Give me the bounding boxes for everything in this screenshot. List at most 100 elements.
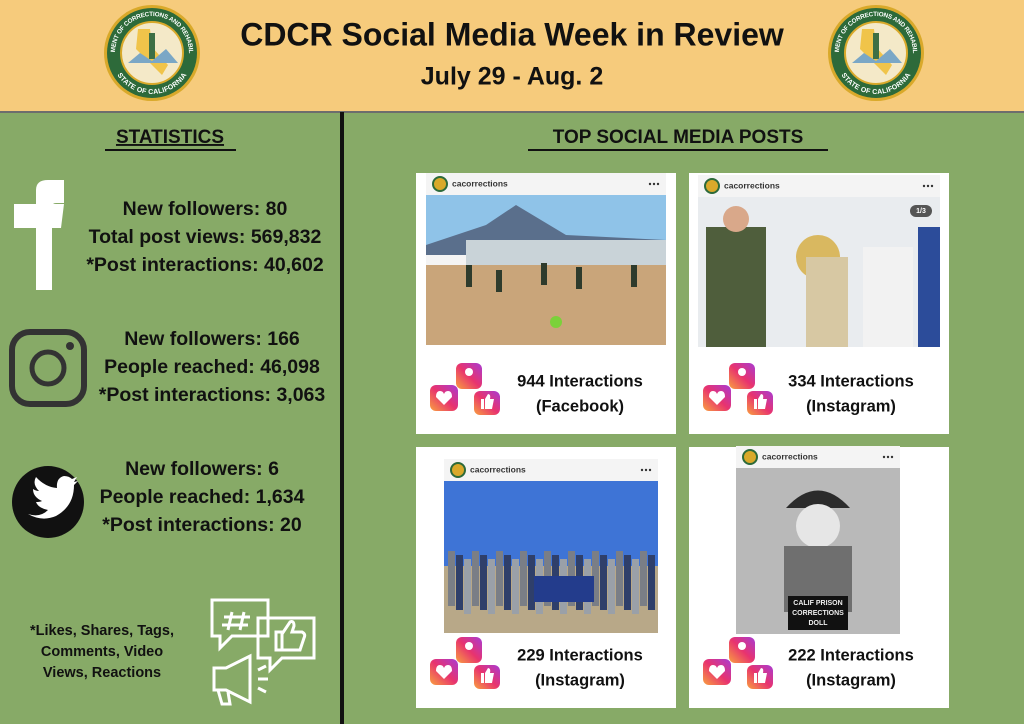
stat-line: *Post interactions: 40,602 [86, 254, 323, 276]
stat-line: People reached: 46,098 [104, 356, 320, 378]
reaction-glyph [436, 391, 452, 405]
photo-head [723, 206, 749, 232]
photo-person [592, 551, 599, 606]
photo-person [608, 559, 615, 614]
stat-line: *Post interactions: 20 [102, 514, 302, 536]
posts-heading: TOP SOCIAL MEDIA POSTS [553, 127, 804, 148]
reaction-glyph [436, 665, 452, 679]
avatar [432, 176, 448, 192]
photo-person [616, 551, 623, 606]
menu-dot [640, 468, 644, 472]
seal-torch [149, 33, 155, 59]
reaction-glyph [481, 668, 494, 683]
reaction-glyph [709, 665, 725, 679]
photo-person [448, 551, 455, 606]
menu-dot [656, 182, 660, 186]
seal-torch [873, 33, 879, 59]
photo-person [504, 555, 511, 610]
sign-text: DOLL [808, 620, 828, 627]
menu-dot [652, 182, 656, 186]
sign-text: CORRECTIONS [792, 610, 844, 617]
post-card: cacorrections CALIF PRISON CORRECTIONS DOLL… [689, 446, 949, 708]
menu-dot [648, 468, 652, 472]
account-name: cacorrections [762, 451, 818, 461]
sign-text: CALIF PRISON [793, 600, 842, 607]
photo-person [576, 267, 582, 289]
reaction-glyph [754, 394, 767, 409]
platform: (Instagram) [806, 671, 896, 689]
menu-dot [644, 468, 648, 472]
photo-person [632, 559, 639, 614]
menu-dot [886, 455, 890, 459]
photo-person [496, 551, 503, 606]
reaction-glyph [465, 642, 473, 650]
title: CDCR Social Media Week in Review [240, 16, 784, 52]
reaction-glyph [738, 642, 746, 650]
photo-curtain [918, 227, 940, 347]
reaction-glyph [481, 394, 494, 409]
account-name: cacorrections [470, 464, 526, 474]
platform: (Instagram) [535, 671, 625, 689]
photo-person [600, 555, 607, 610]
instagram-icon [9, 329, 87, 407]
photo-person [456, 555, 463, 610]
stat-line: Total post views: 569,832 [89, 226, 322, 248]
photo-person [488, 559, 495, 614]
photo-person [806, 257, 848, 347]
footnote-line: Comments, Video [41, 644, 163, 660]
facebook-icon [14, 180, 64, 290]
subtitle: July 29 - Aug. 2 [421, 63, 603, 91]
photo-face [796, 504, 840, 548]
photo-person [640, 551, 647, 606]
platform: (Facebook) [536, 397, 624, 415]
photo-person [528, 555, 535, 610]
statistics-heading: STATISTICS [116, 127, 224, 148]
reaction-glyph [709, 391, 725, 405]
stat-line: New followers: 6 [125, 458, 279, 480]
stat-line: People reached: 1,634 [100, 486, 305, 508]
photo-person [480, 555, 487, 610]
reaction-glyph [738, 368, 746, 376]
interactions: 944 Interactions [517, 372, 643, 390]
photo-person [496, 270, 502, 292]
account-name: cacorrections [724, 180, 780, 190]
photo-person [863, 247, 913, 347]
photo-person [541, 263, 547, 285]
photo-person [466, 265, 472, 287]
avatar [742, 449, 758, 465]
footnote-line: Views, Reactions [43, 665, 161, 681]
twitter-icon [12, 466, 84, 538]
stat-line: New followers: 166 [124, 328, 300, 350]
menu-dot [882, 455, 886, 459]
photo-person [648, 555, 655, 610]
menu-dot [930, 184, 934, 188]
photo-person [706, 227, 766, 347]
seal-mountains [852, 49, 902, 63]
stat-line: New followers: 80 [123, 198, 288, 220]
avatar [450, 462, 466, 478]
photo-person [631, 265, 637, 287]
reaction-glyph [465, 368, 473, 376]
seal-mountains [128, 49, 178, 63]
menu-dot [890, 455, 894, 459]
account-name: cacorrections [452, 178, 508, 188]
interactions: 229 Interactions [517, 646, 643, 664]
photo-sign [788, 596, 848, 630]
photo-hat [786, 490, 850, 508]
photo-person [520, 551, 527, 606]
statistics: New followers: 80 Total post views: 569,8… [30, 198, 325, 681]
social-icon [210, 598, 316, 706]
post-card: cacorrections 1/3 334 Interactions (Instagr… [689, 173, 949, 434]
page-indicator: 1/3 [916, 208, 926, 215]
photo-ball [550, 316, 562, 328]
photo-person [624, 555, 631, 610]
platform: (Instagram) [806, 397, 896, 415]
interactions: 334 Interactions [788, 372, 914, 390]
footnote-line: *Likes, Shares, Tags, [30, 623, 174, 639]
reaction-glyph [754, 668, 767, 683]
menu-dot [648, 182, 652, 186]
post-card: cacorrections 944 Interactions (Facebook) [416, 173, 676, 434]
